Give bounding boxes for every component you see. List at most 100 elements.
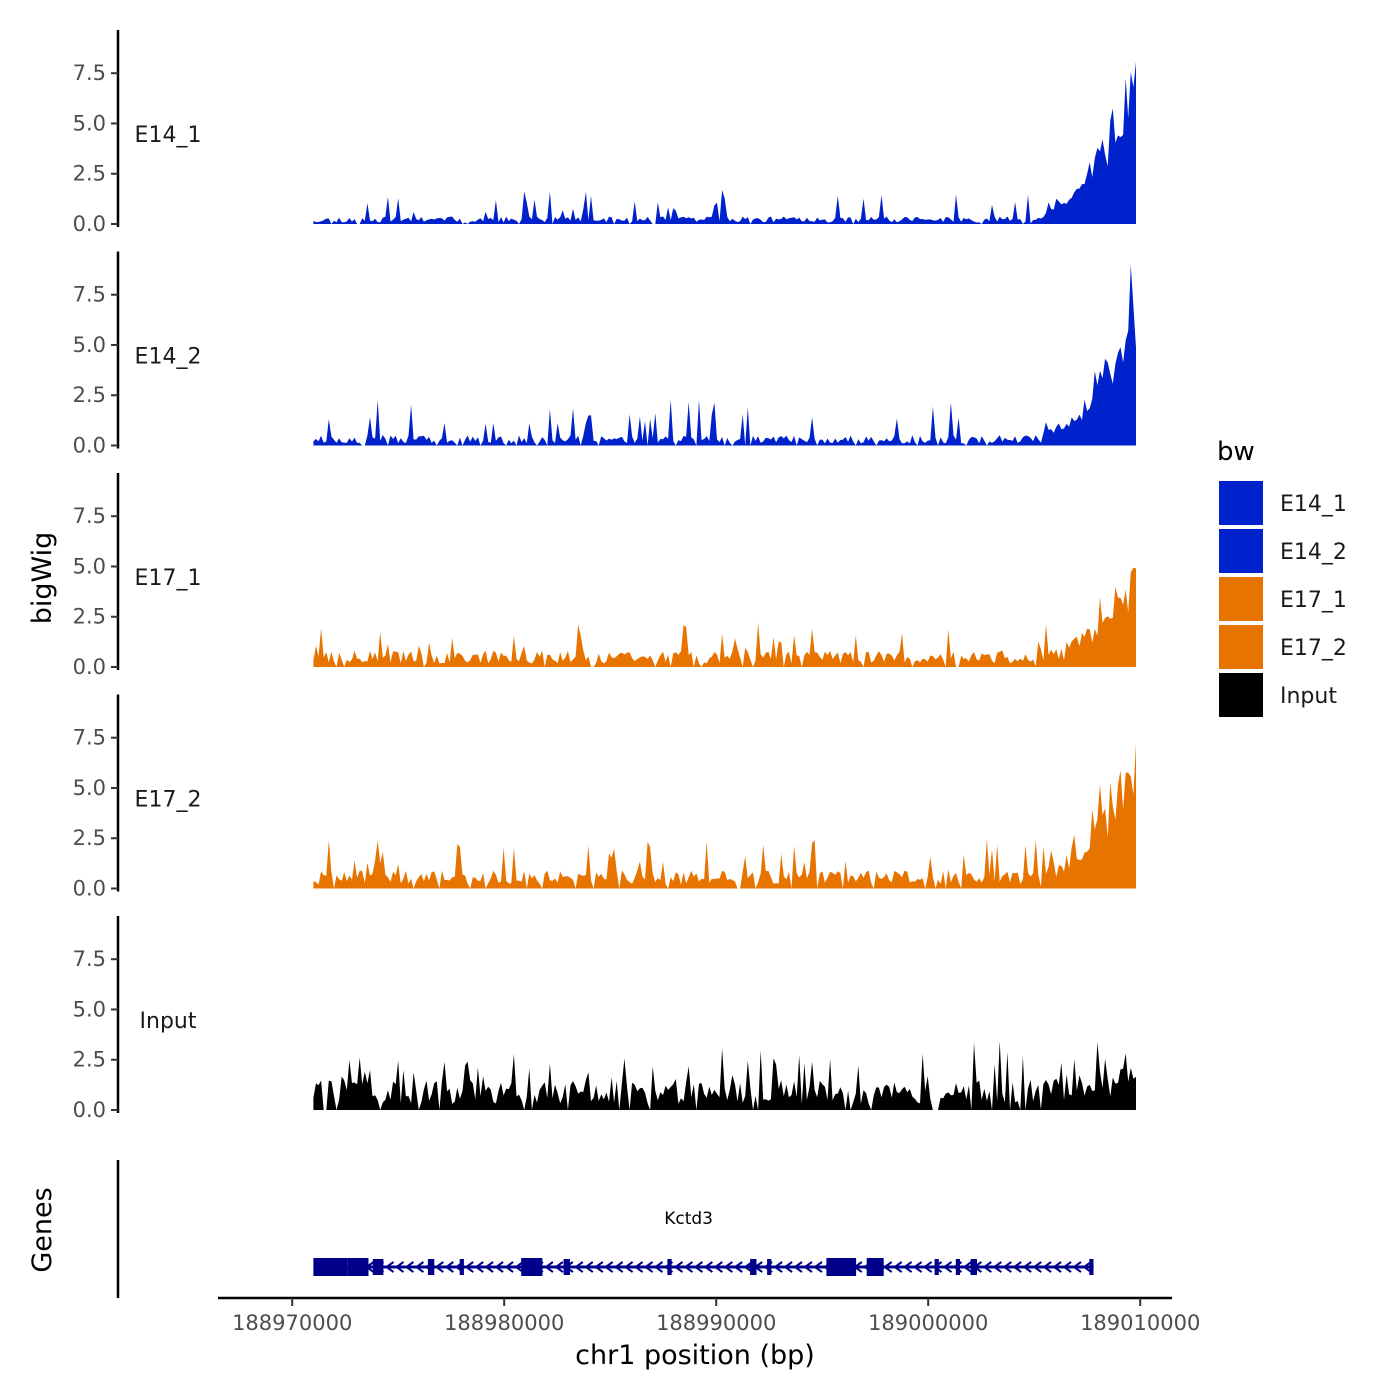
strand-arrow [793, 1261, 803, 1273]
y-axis-title: bigWig [27, 532, 58, 625]
y-tick-label: 7.5 [73, 726, 106, 750]
track-label: E14_1 [135, 123, 202, 148]
strand-arrow [623, 1261, 634, 1273]
genes-axis-title: Genes [27, 1187, 58, 1272]
legend-title: bw [1217, 437, 1255, 467]
coverage-tracks: 0.0 2.5 5.0 7.5 E14_1 0.0 2.5 5.0 7.5 E14_2 0.0 2.5… [73, 30, 1136, 1122]
strand-arrow [394, 1261, 405, 1273]
coverage-area-input [313, 1041, 1136, 1110]
gene-exon [970, 1259, 977, 1275]
gene-exon [750, 1259, 757, 1275]
coverage-area-e14_2 [313, 264, 1136, 446]
strand-arrow [912, 1261, 923, 1273]
strand-arrow [1012, 1261, 1022, 1273]
strand-arrow [783, 1261, 793, 1273]
gene-exon [313, 1258, 348, 1276]
y-tick-label: 5.0 [73, 776, 106, 800]
strand-arrow [1082, 1261, 1092, 1273]
strand-arrow [1072, 1261, 1082, 1273]
strand-arrow [444, 1261, 454, 1273]
gene-exon [372, 1259, 384, 1275]
y-tick-label: 0.0 [73, 1098, 106, 1122]
gene-exon [347, 1258, 369, 1276]
strand-arrow [434, 1261, 444, 1273]
strand-arrow [922, 1261, 933, 1273]
x-axis-title: chr1 position (bp) [575, 1340, 815, 1371]
track-e14_1: 0.0 2.5 5.0 7.5 E14_1 [73, 30, 1136, 236]
strand-arrow [464, 1261, 474, 1273]
coverage-area-e17_2 [313, 743, 1136, 889]
legend-swatch-e14_2 [1217, 527, 1265, 575]
strand-arrow [404, 1261, 414, 1273]
strand-arrow [584, 1261, 594, 1273]
y-tick-label: 7.5 [73, 61, 106, 85]
y-tick-label: 5.0 [73, 997, 106, 1021]
strand-arrow [1032, 1261, 1042, 1273]
gene-exon [563, 1259, 570, 1275]
gene-panel: Kctd3 [116, 1160, 1094, 1298]
strand-arrow [683, 1261, 693, 1273]
y-tick-label: 5.0 [73, 111, 106, 135]
x-tick-label: 188970000 [232, 1311, 352, 1335]
x-tick-label: 189010000 [1080, 1311, 1200, 1335]
strand-arrow [544, 1261, 554, 1273]
y-tick-label: 2.5 [73, 605, 106, 629]
gene-exon [459, 1259, 464, 1275]
x-axis: 188970000 188980000 188990000 189000000 1890… [218, 1296, 1200, 1335]
strand-arrow [603, 1261, 614, 1273]
strand-arrow [504, 1261, 514, 1273]
strand-arrow [723, 1261, 733, 1273]
track-input: 0.0 2.5 5.0 7.5 Input [73, 916, 1136, 1122]
coverage-area-e14_1 [313, 61, 1136, 225]
legend-swatch-e14_1 [1217, 479, 1265, 527]
strand-arrow [514, 1261, 524, 1273]
gene-exon [767, 1259, 772, 1275]
y-tick-label: 7.5 [73, 283, 106, 307]
legend-swatch-e17_2 [1217, 623, 1265, 671]
strand-arrow [1002, 1261, 1012, 1273]
y-tick-label: 2.5 [73, 1048, 106, 1072]
gene-exon [826, 1258, 857, 1276]
legend-label-e17_2: E17_2 [1280, 636, 1347, 661]
strand-arrow [882, 1261, 893, 1273]
strand-arrow [414, 1261, 424, 1273]
legend-swatch-input [1217, 671, 1265, 719]
strand-arrow [982, 1261, 992, 1273]
strand-arrow [633, 1261, 644, 1273]
x-tick-label: 188990000 [656, 1311, 776, 1335]
y-tick-label: 2.5 [73, 826, 106, 850]
gene-exon [866, 1258, 884, 1276]
track-label: E17_1 [135, 566, 202, 591]
y-tick-label: 5.0 [73, 333, 106, 357]
gene-name-label: Kctd3 [664, 1209, 713, 1229]
strand-arrow [554, 1261, 564, 1273]
strand-arrow [574, 1261, 584, 1273]
y-tick-label: 0.0 [73, 877, 106, 901]
strand-arrow [773, 1261, 783, 1273]
strand-arrow [892, 1261, 903, 1273]
strand-arrow [813, 1261, 823, 1273]
strand-arrow [484, 1261, 494, 1273]
strand-arrow [703, 1261, 713, 1273]
strand-arrow [962, 1261, 972, 1273]
gene-exon [1089, 1259, 1094, 1275]
strand-arrow [803, 1261, 813, 1273]
y-tick-label: 7.5 [73, 504, 106, 528]
strand-arrow [1062, 1261, 1072, 1273]
track-e14_2: 0.0 2.5 5.0 7.5 E14_2 [73, 251, 1136, 458]
strand-arrow [474, 1261, 484, 1273]
legend-label-e14_2: E14_2 [1280, 540, 1347, 565]
strand-arrow [942, 1261, 953, 1273]
legend-label-e14_1: E14_1 [1280, 492, 1347, 517]
strand-arrow [384, 1261, 395, 1273]
legend: bw E14_1 E14_2 E17_1 E17_2 Input [1217, 437, 1347, 719]
strand-arrow [594, 1261, 604, 1273]
y-tick-label: 0.0 [73, 655, 106, 679]
gene-exon [934, 1259, 939, 1275]
track-e17_2: 0.0 2.5 5.0 7.5 E17_2 [73, 694, 1136, 901]
legend-label-e17_1: E17_1 [1280, 588, 1347, 613]
y-tick-label: 7.5 [73, 947, 106, 971]
y-tick-label: 0.0 [73, 212, 106, 236]
y-tick-label: 5.0 [73, 554, 106, 578]
